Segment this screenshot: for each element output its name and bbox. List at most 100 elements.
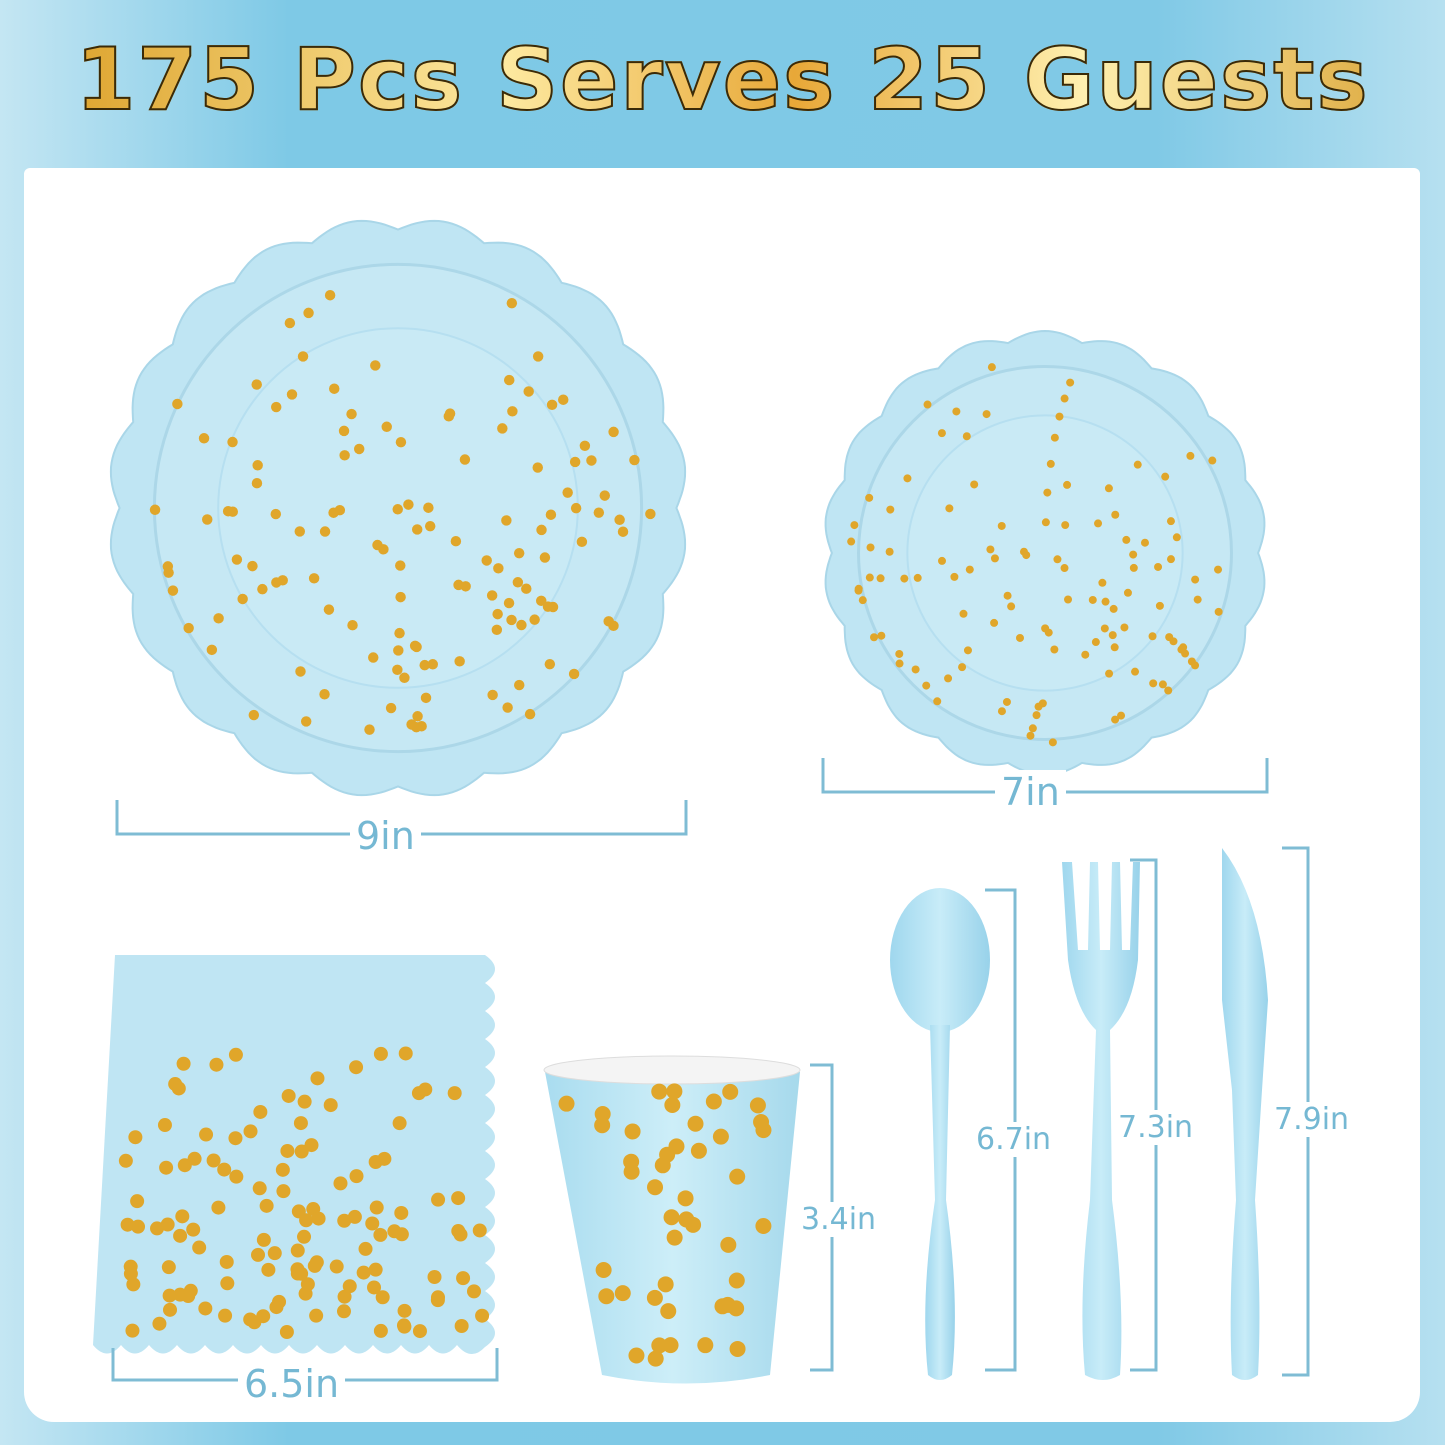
gold-dot — [1016, 633, 1024, 642]
gold-dot — [1028, 724, 1037, 733]
gold-dot — [459, 454, 471, 465]
gold-dot — [411, 641, 422, 653]
gold-dot — [1048, 738, 1057, 747]
gold-dot — [412, 711, 423, 722]
gold-dot — [1022, 551, 1031, 560]
gold-dot — [311, 1211, 326, 1226]
gold-dot — [1133, 460, 1142, 469]
gold-dot — [372, 539, 383, 551]
gold-dot — [997, 707, 1006, 716]
gold-dot — [542, 601, 554, 612]
gold-dot — [403, 499, 414, 510]
gold-dot — [886, 505, 895, 514]
gold-dot — [492, 608, 503, 620]
gold-dot — [937, 429, 946, 438]
gold-dot — [368, 652, 379, 663]
gold-dot — [475, 1308, 490, 1323]
gold-dot — [290, 1262, 305, 1277]
gold-dot — [161, 1260, 176, 1275]
gold-dot — [397, 1303, 412, 1318]
gold-dot — [394, 627, 405, 639]
gold-dot — [503, 597, 515, 609]
gold-dot — [493, 563, 504, 574]
gold-dot — [177, 1158, 192, 1173]
gold-dot — [1140, 538, 1149, 547]
gold-dot — [1110, 643, 1119, 652]
gold-dot — [624, 1123, 641, 1140]
gold-dot — [677, 1190, 694, 1207]
gold-dot — [338, 425, 350, 437]
gold-dot — [307, 1258, 322, 1273]
gold-dot — [579, 440, 591, 452]
gold-dot — [697, 1337, 714, 1354]
gold-dot — [431, 1192, 446, 1207]
gold-dot — [529, 614, 540, 625]
gold-dot — [1181, 649, 1190, 658]
gold-dot — [394, 1205, 409, 1220]
gold-dot — [118, 1153, 133, 1168]
gold-dot — [870, 633, 879, 642]
gold-dot — [300, 716, 312, 727]
gold-dot — [333, 1176, 348, 1191]
gold-dot — [1191, 661, 1200, 670]
gold-dot — [1193, 595, 1202, 604]
gold-dot — [375, 1290, 390, 1305]
gold-dot — [175, 1209, 190, 1224]
gold-dot — [1123, 588, 1132, 597]
gold-dot — [895, 659, 904, 668]
gold-dot — [337, 1213, 352, 1228]
napkin-size: 6.5in — [238, 1362, 346, 1406]
gold-dot — [1091, 638, 1100, 647]
gold-dot — [394, 1227, 409, 1242]
gold-dot — [342, 1279, 357, 1294]
gold-dot — [275, 1162, 290, 1177]
napkin — [93, 955, 495, 1355]
gold-dot — [186, 1222, 201, 1237]
gold-dot — [545, 509, 557, 520]
gold-dot — [1129, 550, 1138, 559]
gold-dot — [1032, 711, 1041, 720]
gold-dot — [1046, 459, 1055, 468]
gold-dot — [427, 659, 438, 670]
gold-dot — [990, 618, 999, 627]
gold-dot — [252, 1181, 267, 1196]
gold-dot — [1003, 591, 1012, 600]
gold-dot — [666, 1083, 683, 1100]
gold-dot — [877, 631, 886, 640]
gold-dot — [923, 400, 932, 409]
gold-dot — [1158, 680, 1167, 689]
gold-dot — [599, 490, 610, 501]
gold-dot — [1108, 631, 1117, 640]
gold-dot — [1043, 488, 1052, 497]
gold-dot — [319, 689, 330, 700]
gold-dot — [395, 436, 407, 448]
gold-dot — [663, 1209, 680, 1226]
gold-dot — [251, 1247, 266, 1262]
gold-dot — [728, 1272, 745, 1289]
gold-dot — [1061, 521, 1070, 530]
gold-dot — [513, 547, 525, 559]
gold-dot — [130, 1194, 145, 1209]
gold-dot — [722, 1083, 739, 1100]
gold-dot — [247, 560, 258, 572]
gold-dot — [303, 307, 314, 319]
gold-dot — [938, 556, 946, 565]
gold-dot — [593, 507, 605, 518]
gold-dot — [524, 708, 536, 720]
gold-dot — [192, 1240, 207, 1255]
gold-dot — [399, 672, 410, 683]
fork-size: 7.3in — [1112, 1110, 1200, 1145]
gold-dot — [1120, 623, 1129, 632]
gold-dot — [162, 1288, 177, 1303]
gold-dot — [952, 407, 961, 416]
gold-dot — [1007, 602, 1016, 611]
gold-dot — [558, 1095, 575, 1112]
knife-size: 7.9in — [1268, 1102, 1356, 1137]
gold-dot — [183, 1283, 198, 1298]
gold-dot — [364, 724, 375, 735]
gold-dot — [586, 455, 597, 466]
gold-dot — [272, 1294, 287, 1309]
gold-dot — [895, 649, 904, 658]
gold-dot — [532, 462, 543, 473]
gold-dot — [257, 583, 268, 595]
